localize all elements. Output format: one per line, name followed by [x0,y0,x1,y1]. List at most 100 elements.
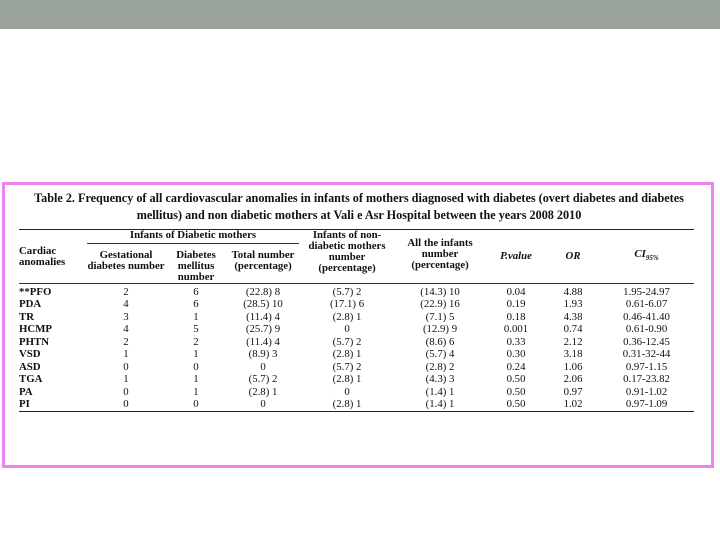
cell-p-value: 0.50 [485,398,548,412]
cell-or: 4.38 [563,310,583,323]
cell-total: (8.9) 3 [248,348,278,361]
cell-total: 0 [260,360,266,373]
cell-or: 1.06 [563,360,583,373]
cell-mellitus: 5 [193,323,199,336]
cell-mellitus: 1 [193,310,199,323]
cell-p-value: 0.001 [503,323,529,336]
cell-non-diabetic: (17.1) 6 [329,298,365,311]
cell-gestational: 2 [123,335,129,348]
cell-mellitus: 1 [193,385,199,398]
cell-total: (28.5) 10 [243,298,283,311]
cell-non-diabetic: 0 [344,323,350,336]
cell-p-value: 0.24 [506,360,526,373]
cell-p-value: 0.50 [506,373,526,386]
header-mellitus: Diabetes mellitus number [176,249,216,283]
cell-p-value: 0.18 [506,310,526,323]
header-p-value: P.value [485,229,548,284]
cell-mellitus: 6 [193,298,199,311]
cell-non-diabetic: 0 [344,385,350,398]
table-row: ASD 0 0 0 (5.7) 2 (2.8) 2 0.24 1.06 0.97… [19,361,694,374]
cell-gestational: 1 [123,348,129,361]
table-row: HCMP 4 5 (25.7) 9 0 (12.9) 9 0.001 0.74 … [19,324,694,337]
header-row-1: Cardiac anomalies Infants of Diabetic mo… [19,229,695,284]
cell-all-infants: (4.3) 3 [425,373,455,386]
header-ci: CI95% [599,229,695,284]
cell-all-infants: (12.9) 9 [422,323,458,336]
cell-ci: 0.17-23.82 [623,373,670,386]
cell-p-value: 0.04 [485,283,548,299]
cell-ci: 0.97-1.15 [625,360,668,373]
cell-mellitus: 6 [165,283,227,299]
cell-or: 1.93 [563,298,583,311]
cell-total: (25.7) 9 [245,323,281,336]
table-row: PDA 4 6 (28.5) 10 (17.1) 6 (22.9) 16 0.1… [19,299,694,312]
cell-or: 2.12 [563,335,583,348]
table-image-frame: Table 2. Frequency of all cardiovascular… [2,182,714,468]
cell-p-value: 0.50 [506,385,526,398]
cell-gestational: 1 [123,373,129,386]
table-row: TGA 1 1 (5.7) 2 (2.8) 1 (4.3) 3 0.50 2.0… [19,374,694,387]
cell-ci: 0.61-6.07 [625,298,668,311]
cell-ci: 0.31-32-44 [622,348,671,361]
header-row-2: Gestational diabetes number Diabetes mel… [19,244,694,284]
cell-gestational: 0 [123,360,129,373]
cell-total: (2.8) 1 [248,385,278,398]
header-gestational: Gestational diabetes number [87,249,165,272]
cell-gestational: 3 [123,310,129,323]
cell-mellitus: 0 [193,360,199,373]
cell-non-diabetic: (2.8) 1 [332,310,362,323]
cell-or: 1.02 [547,398,600,412]
cell-all-infants: (14.3) 10 [395,283,486,299]
table-caption: Table 2. Frequency of all cardiovascular… [34,191,684,222]
header-or: OR [547,229,600,284]
cell-p-value: 0.33 [506,335,526,348]
cell-total: (22.8) 8 [227,283,300,299]
table-row: PI 0 0 0 (2.8) 1 (1.4) 1 0.50 1.02 0.97-… [19,398,695,412]
cell-non-diabetic: (5.7) 2 [332,335,362,348]
table-row: **PFO 2 6 (22.8) 8 (5.7) 2 (14.3) 10 0.0… [19,283,695,299]
table-row: VSD 1 1 (8.9) 3 (2.8) 1 (5.7) 4 0.30 3.1… [19,349,694,362]
cell-or: 4.88 [547,283,600,299]
cell-total: (11.4) 4 [246,310,280,323]
table-row: TR 3 1 (11.4) 4 (2.8) 1 (7.1) 5 0.18 4.3… [19,311,694,324]
cell-non-diabetic: (2.8) 1 [299,398,396,412]
cell-mellitus: 2 [193,335,199,348]
cell-mellitus: 1 [193,373,199,386]
cell-ci: 0.46-41.40 [623,310,670,323]
header-total: Total number (percentage) [231,249,295,272]
header-non-diabetic: Infants of non-diabetic mothers number (… [299,229,396,284]
cell-anomaly: TGA [19,373,43,386]
cell-anomaly: TR [19,310,34,323]
cell-total: (5.7) 2 [248,373,278,386]
table-row: PHTN 2 2 (11.4) 4 (5.7) 2 (8.6) 6 0.33 2… [19,336,694,349]
cell-anomaly: HCMP [19,323,52,336]
header-ci-main: CI [634,247,646,260]
cell-non-diabetic: (2.8) 1 [332,373,362,386]
cell-anomaly: VSD [19,348,41,361]
cell-all-infants: (7.1) 5 [425,310,455,323]
cell-all-infants: (22.9) 16 [420,298,460,311]
cell-non-diabetic: (5.7) 2 [299,283,396,299]
header-diabetic-group: Infants of Diabetic mothers [87,229,300,244]
cell-mellitus: 1 [193,348,199,361]
cell-or: 0.74 [563,323,583,336]
cell-total: 0 [227,398,300,412]
header-cardiac-anomalies: Cardiac anomalies [19,229,87,284]
cell-p-value: 0.30 [506,348,526,361]
cell-or: 3.18 [563,348,583,361]
cell-ci: 1.95-24.97 [599,283,695,299]
cell-or: 0.97 [563,385,583,398]
cell-anomaly: PDA [19,298,42,311]
cell-all-infants: (5.7) 4 [425,348,455,361]
table-row: PA 0 1 (2.8) 1 0 (1.4) 1 0.50 0.97 0.91-… [19,386,694,399]
cell-gestational: 0 [123,385,129,398]
cell-ci: 0.36-12.45 [623,335,670,348]
cell-gestational: 4 [123,323,129,336]
cell-anomaly: ASD [19,360,41,373]
cell-all-infants: (2.8) 2 [425,360,455,373]
cell-gestational: 4 [123,298,129,311]
cell-all-infants: (1.4) 1 [395,398,486,412]
cell-gestational: 2 [87,283,165,299]
anomalies-table: Cardiac anomalies Infants of Diabetic mo… [19,229,695,412]
cell-ci: 0.91-1.02 [625,385,668,398]
